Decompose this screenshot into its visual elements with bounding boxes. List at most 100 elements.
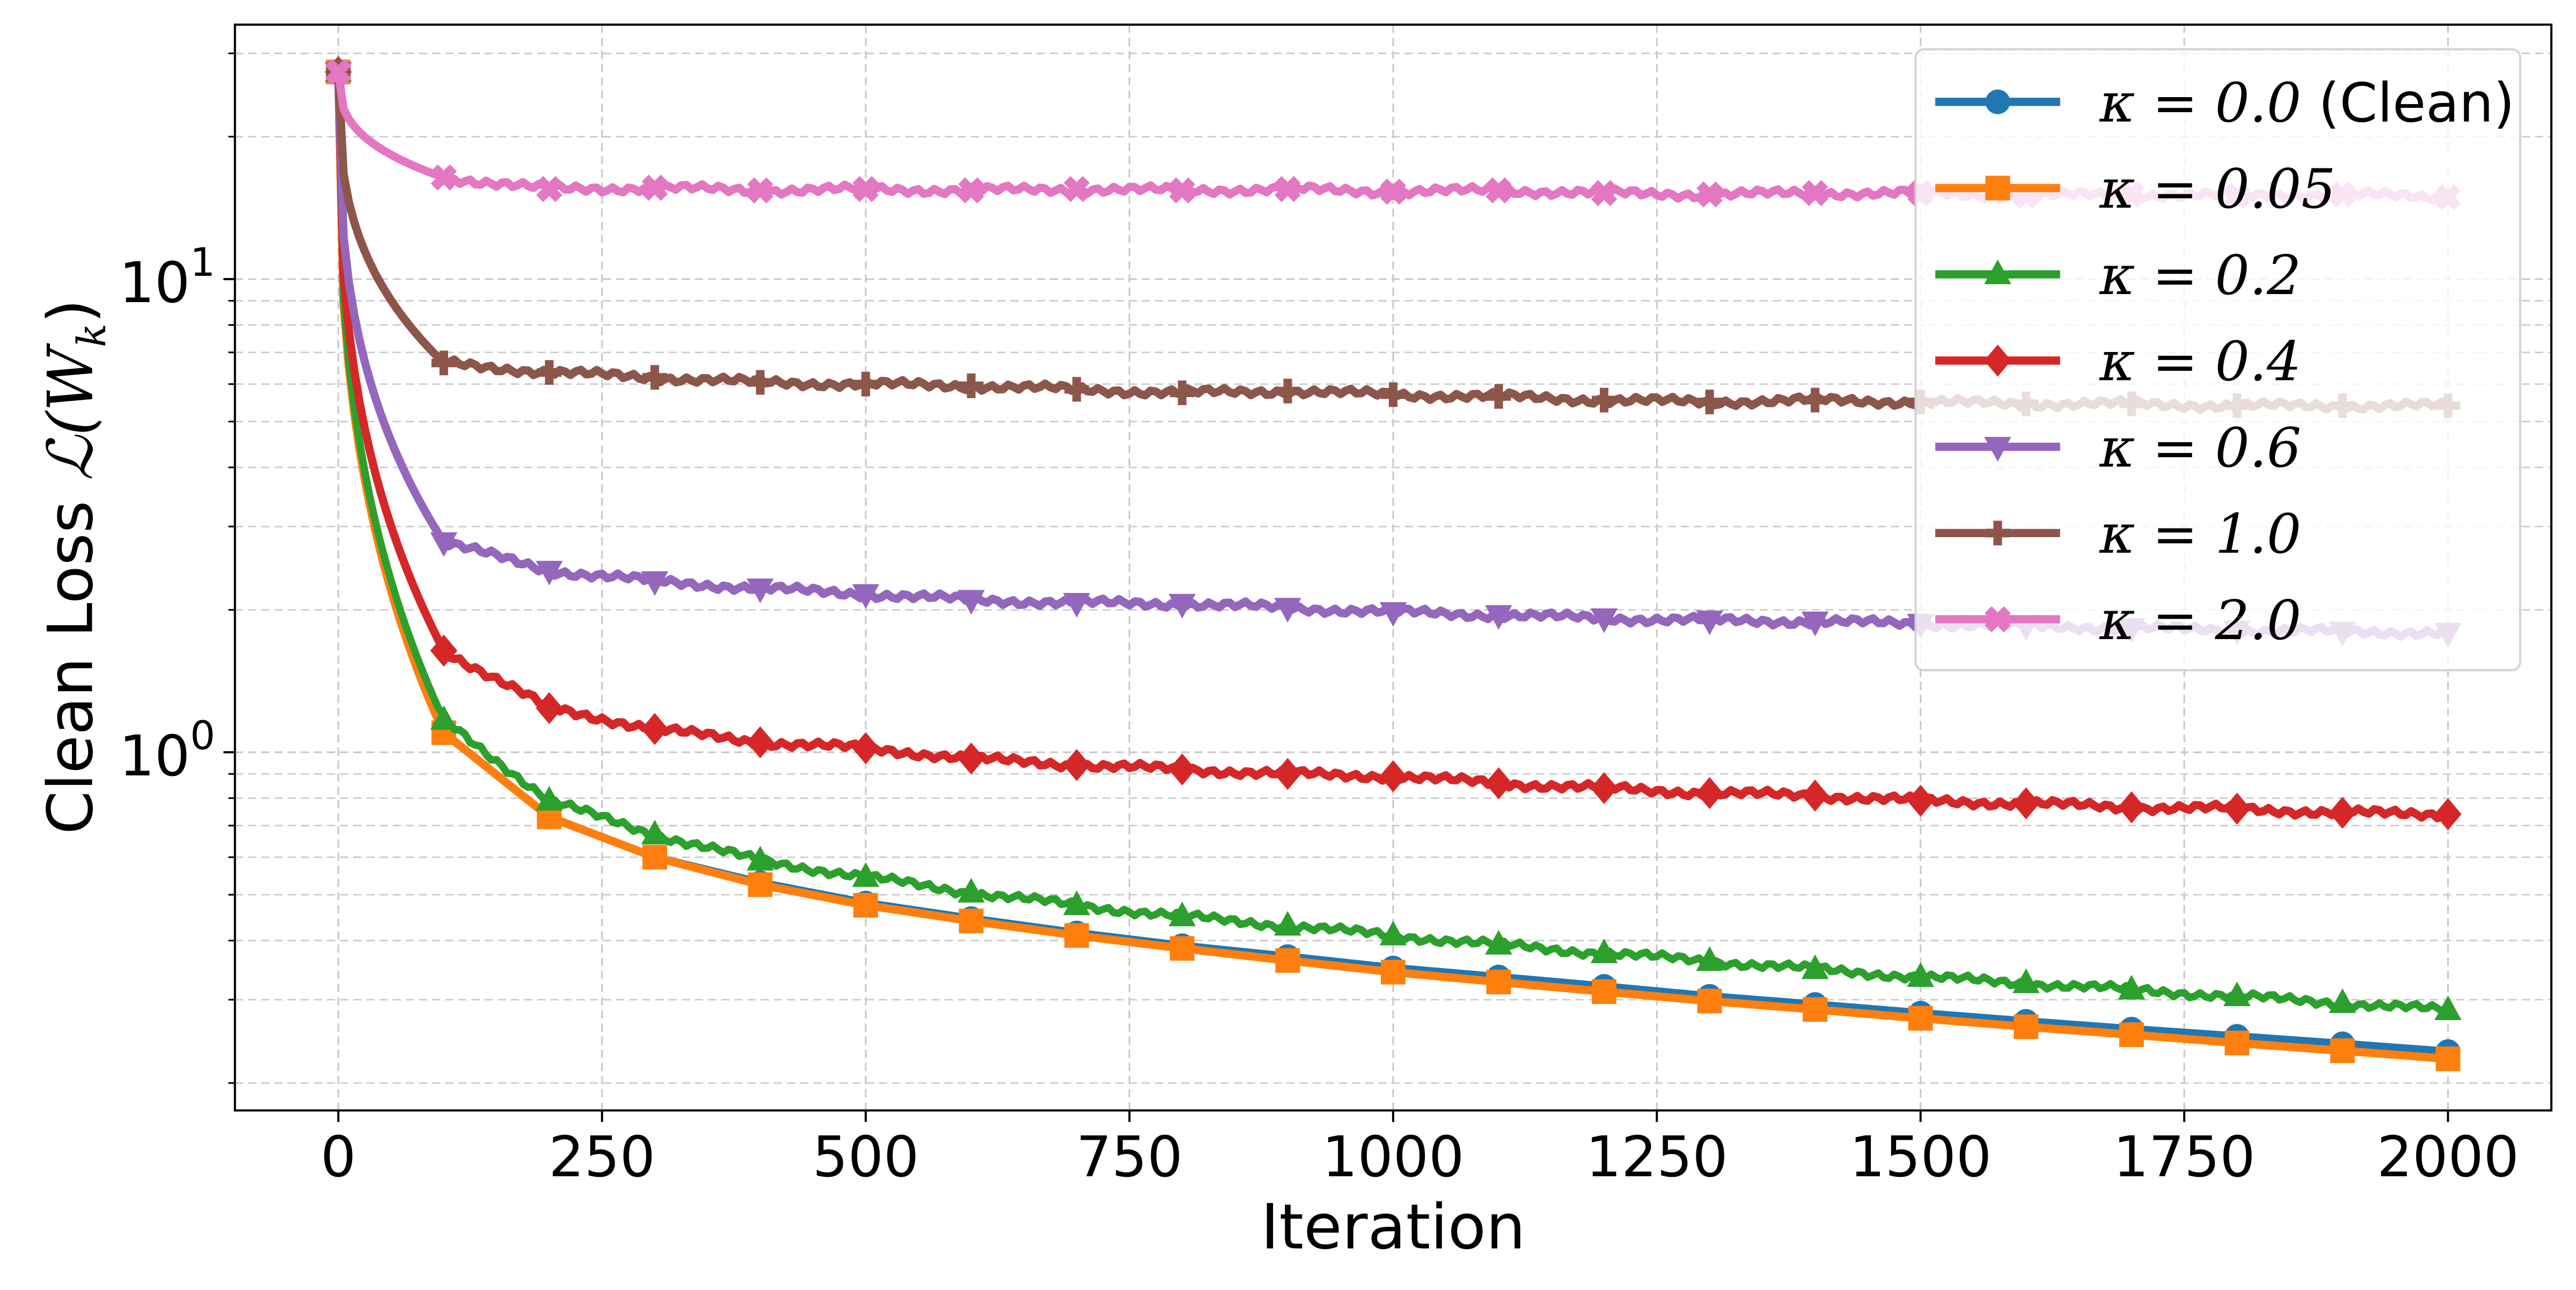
data-marker-circle bbox=[1985, 89, 2010, 114]
data-marker-plus bbox=[1592, 387, 1616, 413]
data-marker-plus bbox=[1380, 382, 1406, 407]
data-marker-diamond bbox=[2329, 796, 2357, 829]
legend-label: κ = 0.2 bbox=[2099, 244, 2301, 307]
data-marker-plus bbox=[1803, 387, 1828, 413]
x-tick-label: 0 bbox=[320, 1124, 356, 1190]
data-marker-square bbox=[1486, 970, 1511, 994]
data-marker-diamond bbox=[1984, 345, 2011, 377]
data-marker-triangle-up bbox=[1907, 962, 1934, 987]
series-1 bbox=[326, 60, 2461, 1072]
legend-label: κ = 0.0 (Clean) bbox=[2099, 71, 2514, 135]
legend-label: κ = 0.4 bbox=[2099, 330, 2301, 393]
data-marker-plus bbox=[537, 360, 562, 385]
y-axis-label-prefix: Clean Loss bbox=[34, 481, 107, 834]
data-marker-x bbox=[747, 177, 773, 204]
data-marker-x bbox=[1696, 181, 1723, 208]
data-marker-x bbox=[641, 174, 668, 201]
legend-item: κ = 0.05 bbox=[1935, 157, 2336, 221]
x-tick-label: 2000 bbox=[2377, 1124, 2519, 1190]
legend-item: κ = 0.0 (Clean) bbox=[1935, 71, 2515, 135]
data-marker-triangle-down bbox=[747, 578, 774, 604]
x-tick-label: 1500 bbox=[1849, 1124, 1992, 1190]
data-marker-plus bbox=[1697, 390, 1722, 415]
data-marker-square bbox=[1803, 997, 1828, 1022]
data-marker-square bbox=[2119, 1022, 2144, 1047]
data-marker-triangle-up bbox=[1590, 938, 1618, 963]
data-marker-square bbox=[958, 908, 984, 934]
data-marker-triangle-up bbox=[2329, 988, 2357, 1013]
data-marker-diamond bbox=[1379, 760, 1407, 793]
legend-label: κ = 0.6 bbox=[2099, 416, 2301, 479]
data-marker-plus bbox=[1275, 378, 1300, 404]
x-axis: 0 250 500 750 1000 1250 1500 1750 2000 bbox=[320, 1110, 2519, 1190]
data-marker-triangle-up bbox=[536, 786, 563, 811]
data-marker-triangle-up bbox=[2012, 968, 2040, 993]
y-axis-label-suffix: ) bbox=[34, 299, 107, 323]
legend: κ = 0.0 (Clean) κ = 0.05 κ = 0.2 κ = 0.4 κ =… bbox=[1914, 48, 2521, 671]
data-marker-diamond bbox=[2012, 787, 2040, 819]
y-axis-label-subscript: k bbox=[69, 324, 115, 348]
data-marker-x bbox=[1485, 177, 1512, 204]
x-tick-label: 250 bbox=[548, 1124, 655, 1190]
data-marker-square bbox=[1380, 959, 1406, 985]
data-marker-diamond bbox=[536, 692, 563, 724]
legend-label: κ = 0.05 bbox=[2099, 157, 2336, 221]
data-marker-triangle-up bbox=[852, 862, 880, 887]
data-marker-square bbox=[2330, 1038, 2355, 1064]
data-marker-plus bbox=[1064, 377, 1089, 402]
data-marker-triangle-up bbox=[1984, 259, 2011, 284]
data-marker-square bbox=[2435, 1046, 2461, 1072]
data-marker-x bbox=[430, 164, 457, 191]
data-marker-triangle-up bbox=[1063, 890, 1091, 915]
legend-label: κ = 2.0 bbox=[2099, 589, 2301, 652]
legend-item: κ = 0.6 bbox=[1935, 416, 2301, 479]
data-marker-triangle-up bbox=[2118, 974, 2146, 1000]
data-marker-square bbox=[2014, 1014, 2039, 1039]
data-marker-triangle-down bbox=[641, 571, 669, 596]
data-marker-diamond bbox=[747, 726, 774, 759]
data-marker-x bbox=[852, 175, 879, 202]
data-marker-square bbox=[1908, 1006, 1933, 1031]
data-marker-triangle-down bbox=[430, 532, 458, 557]
x-tick-label: 500 bbox=[813, 1124, 919, 1190]
data-marker-triangle-up bbox=[1485, 929, 1512, 955]
data-marker-triangle-down bbox=[1984, 437, 2011, 462]
x-tick-label: 1000 bbox=[1322, 1124, 1464, 1190]
data-marker-square bbox=[1697, 988, 1722, 1014]
data-marker-square bbox=[1169, 936, 1195, 961]
x-tick-label: 1250 bbox=[1586, 1124, 1728, 1190]
data-marker-plus bbox=[1985, 521, 2010, 546]
data-marker-diamond bbox=[2118, 791, 2146, 824]
legend-item: κ = 0.4 bbox=[1935, 330, 2301, 393]
legend-item: κ = 1.0 bbox=[1935, 502, 2301, 566]
data-marker-plus bbox=[642, 365, 667, 390]
data-marker-plus bbox=[853, 371, 879, 397]
legend-item: κ = 2.0 bbox=[1935, 589, 2301, 652]
data-marker-x bbox=[1169, 177, 1196, 204]
data-marker-triangle-up bbox=[1801, 954, 1829, 979]
y-tick-label: 101 bbox=[119, 240, 215, 316]
data-marker-triangle-up bbox=[1379, 920, 1407, 945]
data-marker-x bbox=[958, 177, 985, 204]
data-marker-x bbox=[1985, 606, 2011, 633]
y-axis-label: Clean Loss ℒ(Wk) bbox=[34, 299, 114, 834]
data-marker-diamond bbox=[1590, 772, 1618, 804]
data-marker-triangle-up bbox=[430, 705, 458, 730]
data-marker-square bbox=[1275, 948, 1300, 973]
data-marker-square bbox=[2224, 1030, 2250, 1056]
x-axis-label: Iteration bbox=[1261, 1191, 1525, 1264]
data-marker-square bbox=[748, 872, 773, 897]
data-marker-triangle-down bbox=[1168, 593, 1196, 619]
x-tick-label: 750 bbox=[1076, 1124, 1183, 1190]
y-tick-label: 100 bbox=[119, 713, 215, 789]
data-marker-plus bbox=[431, 350, 456, 376]
data-marker-square bbox=[1592, 979, 1616, 1004]
data-marker-triangle-up bbox=[2434, 995, 2462, 1020]
data-marker-square bbox=[1064, 923, 1089, 948]
data-marker-triangle-down bbox=[536, 561, 563, 586]
data-marker-plus bbox=[1486, 384, 1511, 409]
data-marker-triangle-down bbox=[1696, 610, 1723, 635]
svg-text:Clean Loss ℒ(Wk): Clean Loss ℒ(Wk) bbox=[34, 299, 114, 834]
data-marker-diamond bbox=[2434, 798, 2462, 831]
